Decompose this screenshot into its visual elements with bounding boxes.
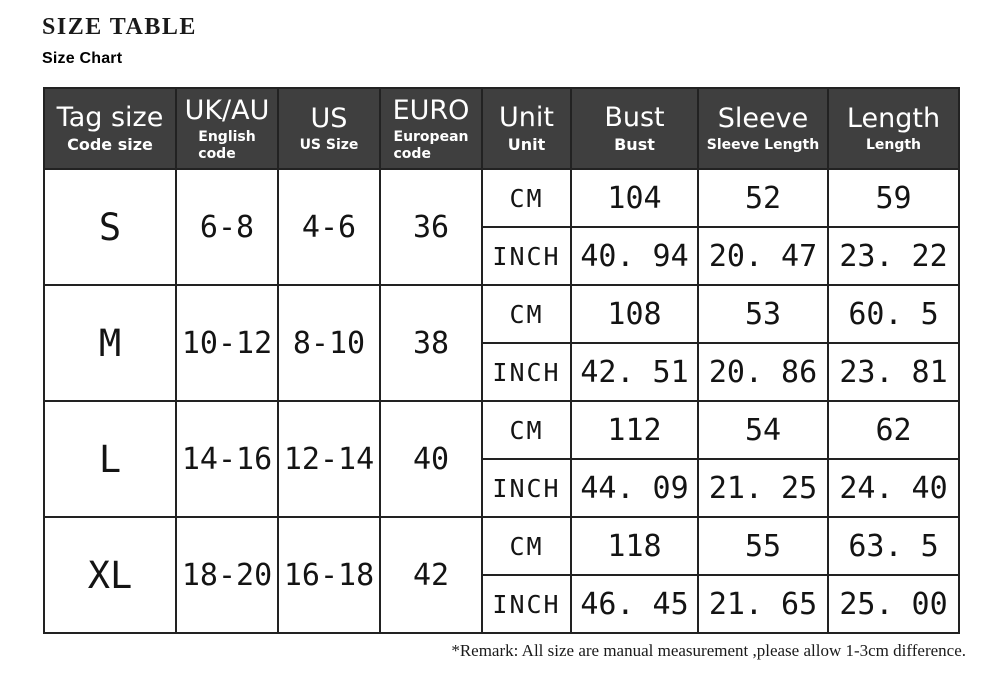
table-row: XL 18-20 16-18 42 CM 118 55 63. 5 [43,516,960,634]
header-col-bust: Bust Bust [570,87,699,170]
remark-note: *Remark: All size are manual measurement… [451,641,966,660]
header-sublabel: Sleeve Length [706,137,820,154]
table-row: L 14-16 12-14 40 CM 112 54 62 [43,400,960,518]
uk-au-cell: 14-16 [175,400,279,518]
tag-size-cell: S [43,168,177,286]
length-value-cell: 60. 5 [827,284,960,344]
length-value-cell: 63. 5 [827,516,960,576]
unit-cell: INCH [481,458,572,518]
header-label: US [310,103,348,135]
euro-cell: 40 [379,400,483,518]
tag-size-cell: M [43,284,177,402]
euro-cell: 36 [379,168,483,286]
page-subtitle: Size Chart [42,50,123,67]
sleeve-value-cell: 20. 47 [697,226,829,286]
header-label: EURO [392,95,470,127]
table-row: INCH 44. 09 21. 25 24. 40 [44,458,960,518]
header-sublabel-text: English code [198,129,256,162]
header-col-unit: Unit Unit [481,87,572,170]
page-title: SIZE TABLE [42,14,197,40]
uk-au-cell: 18-20 [175,516,279,634]
header-sublabel: Unit [507,135,546,155]
us-cell: 8-10 [277,284,381,402]
header-sublabel-text: European code [393,129,469,162]
header-col-sleeve: Sleeve Sleeve Length [697,87,829,170]
us-cell: 12-14 [277,400,381,518]
size-table: Tag size Code size UK/AU English code US… [43,87,960,634]
header-sublabel: European code [382,129,480,162]
bust-value-cell: 112 [570,400,699,460]
header-label: Tag size [56,102,164,134]
table-row: M 10-12 8-10 38 CM 108 53 60. 5 [43,284,960,402]
header-label: Sleeve [717,103,809,135]
unit-cell: INCH [481,226,572,286]
bust-value-cell: 118 [570,516,699,576]
unit-cell: CM [481,400,572,460]
length-value-cell: 59 [827,168,960,228]
sleeve-value-cell: 20. 86 [697,342,829,402]
sleeve-value-cell: 52 [697,168,829,228]
table-row: INCH 42. 51 20. 86 23. 81 [44,342,960,402]
bust-value-cell: 46. 45 [570,574,699,634]
euro-cell: 38 [379,284,483,402]
header-col-tag-size: Tag size Code size [43,87,177,170]
table-row: INCH 46. 45 21. 65 25. 00 [44,574,960,634]
bust-value-cell: 40. 94 [570,226,699,286]
sleeve-value-cell: 21. 25 [697,458,829,518]
header-sublabel: English code [178,129,276,162]
header-sublabel: Length [865,137,922,154]
header-col-euro: EURO European code [379,87,483,170]
tag-size-cell: XL [43,516,177,634]
header-sublabel: Bust [614,135,655,155]
sleeve-value-cell: 54 [697,400,829,460]
uk-au-cell: 6-8 [175,168,279,286]
length-value-cell: 62 [827,400,960,460]
header-sublabel: US Size [299,137,359,154]
header-row: Tag size Code size UK/AU English code US… [43,87,960,170]
euro-cell: 42 [379,516,483,634]
length-value-cell: 23. 81 [827,342,960,402]
sleeve-value-cell: 55 [697,516,829,576]
header-label: Bust [604,102,665,134]
unit-cell: CM [481,284,572,344]
header-col-length: Length Length [827,87,960,170]
length-value-cell: 25. 00 [827,574,960,634]
table-row: S 6-8 4-6 36 CM 104 52 59 [43,168,960,286]
unit-cell: INCH [481,342,572,402]
header-label: Unit [499,102,554,134]
tag-size-cell: L [43,400,177,518]
bust-value-cell: 42. 51 [570,342,699,402]
unit-cell: INCH [481,574,572,634]
header-col-uk-au: UK/AU English code [175,87,279,170]
sleeve-value-cell: 21. 65 [697,574,829,634]
header-label: UK/AU [184,95,270,127]
header-sublabel: Code size [67,135,153,155]
bust-value-cell: 104 [570,168,699,228]
unit-cell: CM [481,168,572,228]
bust-value-cell: 44. 09 [570,458,699,518]
length-value-cell: 23. 22 [827,226,960,286]
bust-value-cell: 108 [570,284,699,344]
uk-au-cell: 10-12 [175,284,279,402]
us-cell: 4-6 [277,168,381,286]
header-col-us: US US Size [277,87,381,170]
us-cell: 16-18 [277,516,381,634]
unit-cell: CM [481,516,572,576]
sleeve-value-cell: 53 [697,284,829,344]
length-value-cell: 24. 40 [827,458,960,518]
table-row: INCH 40. 94 20. 47 23. 22 [44,226,960,286]
header-label: Length [846,103,941,135]
